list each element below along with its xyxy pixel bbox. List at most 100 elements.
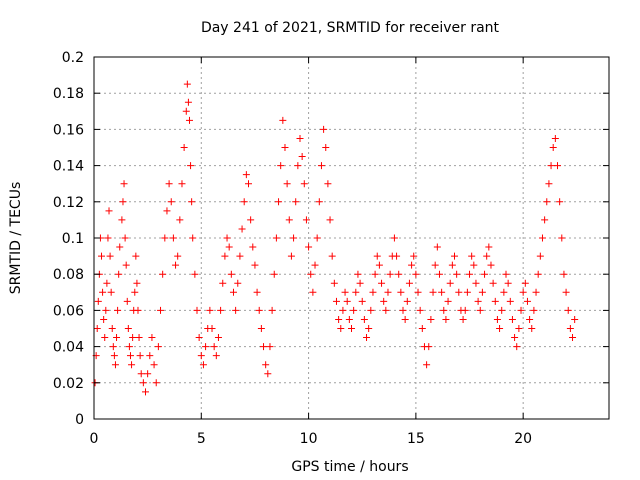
data-point (395, 270, 403, 278)
data-point (176, 216, 184, 224)
data-point (287, 252, 295, 260)
data-point (472, 279, 480, 287)
data-point (174, 252, 182, 260)
data-point (132, 252, 140, 260)
data-point (405, 279, 413, 287)
data-point (431, 261, 439, 269)
data-point (504, 279, 512, 287)
data-point (105, 207, 113, 215)
data-point (245, 180, 252, 188)
data-point (315, 198, 323, 206)
data-point (229, 288, 237, 296)
data-point (317, 162, 325, 170)
data-point (371, 270, 379, 278)
data-point (513, 343, 521, 351)
data-point (234, 279, 242, 287)
data-point (418, 325, 426, 332)
data-point (534, 270, 542, 278)
data-point (251, 261, 259, 269)
data-point (489, 279, 497, 287)
data-point (180, 144, 188, 151)
data-point (126, 352, 134, 360)
data-point (260, 343, 268, 351)
data-point (134, 306, 142, 314)
data-point (508, 315, 516, 323)
data-point (380, 297, 388, 305)
y-tick-label: 0.12 (53, 195, 84, 211)
data-point (363, 334, 371, 342)
data-point (339, 306, 347, 314)
data-point (330, 279, 338, 287)
data-point (337, 325, 345, 332)
data-point (358, 297, 366, 305)
data-point (435, 270, 443, 278)
data-point (182, 107, 190, 115)
data-point (165, 180, 173, 188)
data-point (137, 370, 145, 378)
data-point (294, 162, 302, 170)
data-point (373, 252, 381, 260)
data-point (549, 144, 557, 151)
data-point (94, 297, 102, 305)
data-point (266, 343, 274, 351)
data-point (133, 279, 141, 287)
data-point (119, 198, 127, 206)
data-point (530, 306, 538, 314)
data-point (128, 361, 136, 369)
data-point (150, 361, 158, 369)
data-point (463, 288, 471, 296)
data-point (320, 125, 328, 133)
data-point (466, 270, 474, 278)
data-point (253, 288, 261, 296)
data-point (393, 252, 401, 260)
data-point (554, 162, 561, 170)
data-point (188, 198, 196, 206)
ticks-layer: 0 0.02 0.04 0.06 0.08 0.1 0.12 0.14 0.16 0.18 0.2 0… (53, 50, 609, 447)
data-point (328, 252, 336, 260)
data-point (511, 334, 519, 342)
data-point (255, 306, 263, 314)
data-point (93, 325, 101, 332)
data-point (108, 325, 116, 332)
data-point (163, 207, 171, 215)
x-tick-label: 20 (514, 431, 532, 447)
data-point (279, 116, 287, 124)
data-point (178, 180, 186, 188)
data-point (478, 288, 486, 296)
data-point (223, 234, 231, 242)
data-point (206, 306, 214, 314)
data-point (307, 270, 315, 278)
data-point (410, 252, 418, 260)
data-point (172, 261, 180, 269)
data-point (120, 180, 128, 188)
data-point (536, 252, 544, 260)
data-point (332, 297, 340, 305)
x-tick-label: 0 (90, 431, 99, 447)
data-point (543, 198, 551, 206)
data-point (106, 252, 114, 260)
data-point (442, 315, 450, 323)
data-point (532, 288, 540, 296)
data-point (262, 361, 270, 369)
data-point (210, 343, 218, 351)
data-point (101, 334, 109, 342)
data-point (305, 243, 313, 251)
data-point (309, 288, 317, 296)
data-point (348, 325, 355, 332)
y-tick-label: 0.14 (53, 159, 84, 175)
data-point (159, 270, 167, 278)
data-point (157, 306, 165, 314)
data-point (154, 343, 162, 351)
y-tick-label: 0 (75, 412, 84, 428)
data-point (187, 162, 195, 170)
data-point (483, 252, 491, 260)
data-point (283, 180, 291, 188)
data-point (123, 297, 131, 305)
y-tick-label: 0.08 (53, 267, 84, 283)
data-point (109, 343, 117, 351)
data-point (136, 352, 144, 360)
data-point (104, 234, 112, 242)
y-tick-label: 0.04 (53, 340, 84, 356)
data-point (167, 198, 175, 206)
